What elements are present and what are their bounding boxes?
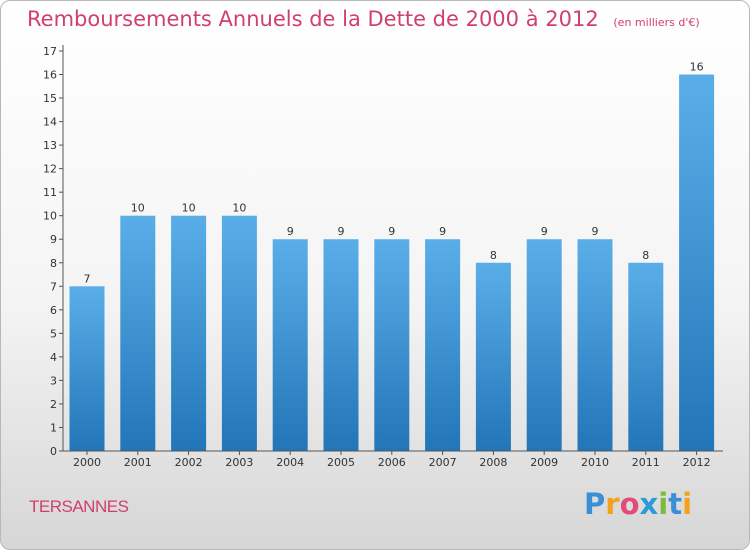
- bar: [425, 239, 461, 451]
- bar: [171, 215, 207, 451]
- bar-value-label: 9: [388, 225, 395, 238]
- commune-name: TERSANNES: [29, 497, 129, 516]
- bar-value-label: 9: [287, 225, 294, 238]
- bar-value-label: 16: [690, 61, 704, 74]
- bar-value-label: 9: [338, 225, 345, 238]
- y-tick-label: 8: [50, 257, 57, 270]
- x-axis: 2000 2001 2002 2003 2004 2005 2006 2007 2008 2009…: [63, 450, 723, 469]
- bar-value-label: 9: [541, 225, 548, 238]
- y-tick-label: 7: [50, 280, 57, 293]
- bar-value-label: 9: [592, 225, 599, 238]
- bar-value-label: 8: [642, 249, 649, 262]
- chart-title-text: Remboursements Annuels de la Dette de 20…: [27, 7, 599, 31]
- x-tick-label: 2008: [479, 456, 507, 469]
- bar-value-label: 9: [439, 225, 446, 238]
- bar: [374, 239, 410, 451]
- y-tick-label: 2: [50, 398, 57, 411]
- x-tick-label: 2011: [632, 456, 660, 469]
- chart-subtitle: (en milliers d'€): [613, 16, 700, 29]
- x-tick-label: 2002: [175, 456, 203, 469]
- y-tick-label: 9: [50, 233, 57, 246]
- y-tick-label: 17: [43, 45, 57, 58]
- bar: [272, 239, 308, 451]
- bars-group: 7 10 10 10 9 9 9 9 8 9 9 8 16: [69, 61, 715, 451]
- proxiti-logo: Proxiti: [584, 487, 692, 521]
- bar-value-label: 10: [182, 202, 196, 215]
- y-tick-label: 15: [43, 92, 57, 105]
- bar-value-label: 10: [232, 202, 246, 215]
- y-tick-label: 13: [43, 139, 57, 152]
- bar: [69, 286, 105, 451]
- logo-letter: P: [584, 487, 606, 521]
- x-tick-label: 2006: [378, 456, 406, 469]
- logo-letter: x: [639, 487, 659, 521]
- bar: [323, 239, 359, 451]
- x-tick-label: 2004: [276, 456, 304, 469]
- bar-value-label: 8: [490, 249, 497, 262]
- bar-value-label: 7: [84, 272, 91, 285]
- bar: [526, 239, 562, 451]
- y-tick-label: 1: [50, 421, 57, 434]
- logo-letter: t: [668, 487, 683, 521]
- x-tick-label: 2000: [73, 456, 101, 469]
- x-tick-label: 2001: [124, 456, 152, 469]
- y-tick-label: 12: [43, 163, 57, 176]
- y-tick-label: 11: [43, 186, 57, 199]
- bar: [577, 239, 613, 451]
- bar: [221, 215, 257, 451]
- logo-letter: i: [682, 487, 693, 521]
- x-tick-label: 2012: [683, 456, 711, 469]
- bar: [475, 262, 511, 451]
- bar: [679, 74, 715, 451]
- logo-letter: o: [619, 487, 640, 521]
- y-tick-label: 5: [50, 327, 57, 340]
- x-tick-label: 2010: [581, 456, 609, 469]
- x-tick-label: 2003: [225, 456, 253, 469]
- y-tick-label: 14: [43, 116, 57, 129]
- bar: [120, 215, 156, 451]
- logo-letter: i: [658, 487, 669, 521]
- bar: [628, 262, 664, 451]
- y-tick-label: 16: [43, 69, 57, 82]
- logo-letter: r: [605, 487, 620, 521]
- y-tick-label: 0: [50, 445, 57, 458]
- bar-value-label: 10: [131, 202, 145, 215]
- y-tick-label: 6: [50, 304, 57, 317]
- x-tick-label: 2005: [327, 456, 355, 469]
- chart-title: Remboursements Annuels de la Dette de 20…: [27, 7, 700, 31]
- x-tick-label: 2009: [530, 456, 558, 469]
- x-tick-label: 2007: [429, 456, 457, 469]
- y-tick-label: 3: [50, 374, 57, 387]
- y-tick-label: 4: [50, 351, 57, 364]
- y-tick-label: 10: [43, 210, 57, 223]
